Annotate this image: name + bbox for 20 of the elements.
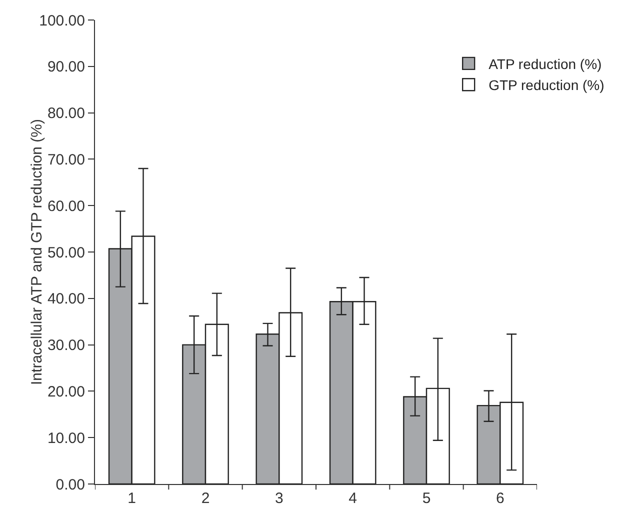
x-tick-label: 1 bbox=[128, 490, 136, 507]
y-tick-label: 100.00 bbox=[39, 12, 85, 30]
y-tick-label: 50.00 bbox=[47, 244, 85, 262]
y-tick-label: 70.00 bbox=[47, 151, 85, 168]
y-tick-label: 0.00 bbox=[56, 476, 85, 494]
legend-label: GTP reduction (%) bbox=[488, 77, 604, 94]
y-tick-label: 90.00 bbox=[47, 58, 85, 76]
y-tick-label: 20.00 bbox=[47, 383, 85, 400]
y-tick-label: 30.00 bbox=[47, 337, 85, 354]
y-tick-label: 80.00 bbox=[47, 105, 85, 122]
y-tick-label: 40.00 bbox=[47, 290, 85, 308]
x-tick-label: 5 bbox=[422, 490, 431, 507]
y-tick-label: 60.00 bbox=[47, 198, 85, 215]
x-tick-label: 4 bbox=[348, 490, 357, 507]
legend-label: ATP reduction (%) bbox=[488, 56, 602, 72]
x-tick-label: 2 bbox=[201, 490, 210, 507]
x-tick-label: 6 bbox=[496, 490, 504, 507]
y-tick-label: 10.00 bbox=[47, 430, 85, 447]
y-axis-title: Intracellular ATP and GTP reduction (%) bbox=[28, 119, 46, 385]
x-tick-label: 3 bbox=[275, 490, 284, 507]
